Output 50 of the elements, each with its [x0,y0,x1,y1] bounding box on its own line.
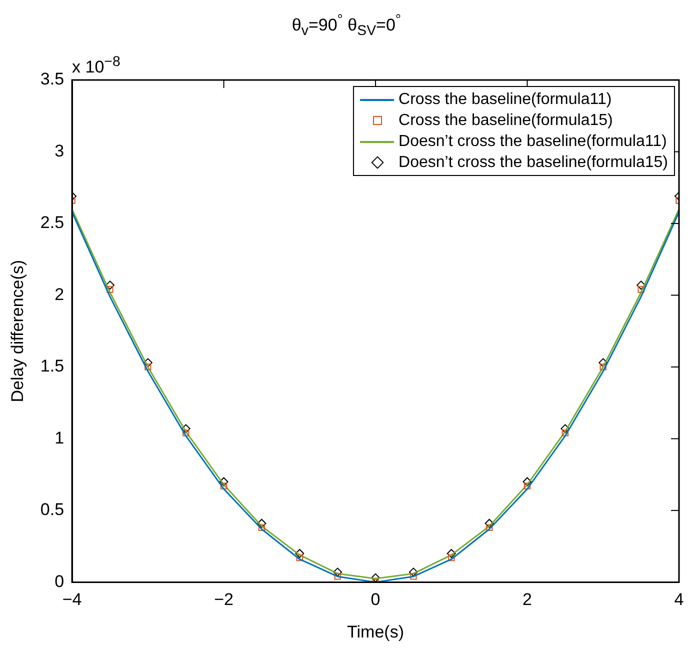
point [220,482,228,490]
x-tick-label: 2 [522,590,532,610]
x-tick-label: 4 [674,590,684,610]
legend-label: Doesn’t cross the baseline(formula15) [398,154,668,171]
point [296,554,303,562]
y-tick-label: 2.5 [40,213,64,232]
chart-title: θ$_{v}$=90$^{°}$ θ$_{SV}$=0$^{°}$ [290,11,402,40]
y-tick-label: 1 [54,428,64,448]
point [522,477,532,486]
point [371,573,380,582]
point [446,549,456,558]
y-tick-label: 0 [54,572,64,591]
y-tick-label: 3 [54,141,64,160]
x-tick-label: 0 [370,590,380,610]
point [257,518,266,528]
point [484,518,494,528]
point [408,568,418,577]
point [143,358,152,368]
y-tick-label: 1.5 [40,356,64,376]
text: x 10$^{−8}$ [72,54,120,78]
point [334,573,341,580]
point [105,280,114,290]
legend-label: Cross the baseline(formula15) [398,112,613,129]
point [144,364,152,370]
point [106,286,114,293]
x-tick-label: −4 [62,590,82,610]
point [182,430,190,436]
point [638,286,644,293]
point [410,573,417,580]
point [524,482,531,490]
point [258,524,266,532]
point [636,280,646,290]
point [181,424,190,434]
point [486,524,493,532]
point [562,430,569,436]
y-tick-label: 2 [54,284,64,304]
point [219,477,228,486]
point [600,364,606,370]
point [295,549,304,558]
y-tick-label: 3.5 [40,70,64,89]
y-axis-title: Delay difference(s) [8,260,27,402]
point [333,568,342,577]
legend-label: Cross the baseline(formula11) [398,91,612,108]
point [598,358,608,368]
legend-label: Doesn’t cross the baseline(formula11) [398,133,667,150]
y-tick-label: 0.5 [40,500,64,520]
x-tick-label: −2 [214,590,234,610]
point [448,554,455,562]
point [560,424,570,434]
x-axis-title: Time(s) [347,622,404,642]
